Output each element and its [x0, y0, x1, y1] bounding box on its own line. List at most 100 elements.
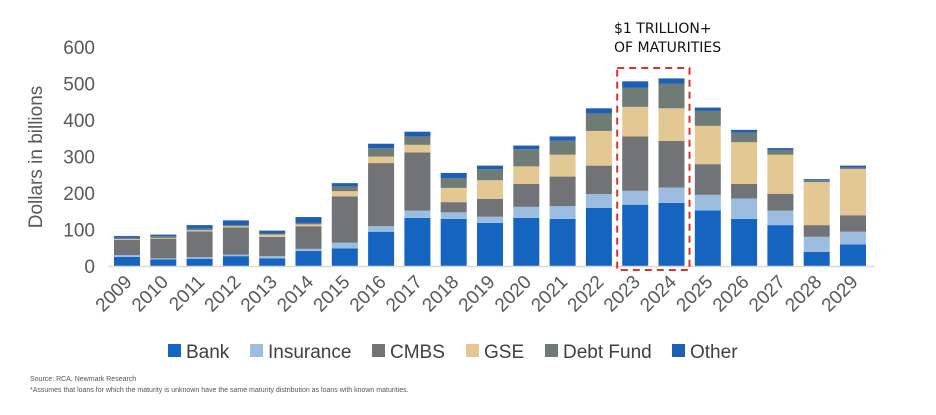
legend-swatch — [250, 344, 263, 357]
bar-segment-bank — [840, 244, 866, 266]
bar-segment-insurance — [694, 194, 721, 211]
bar-segment-other — [222, 220, 249, 226]
bar-segment-gse — [549, 154, 576, 177]
bar-segment-debt-fund — [331, 186, 358, 192]
x-tick-label: 2013 — [237, 272, 282, 317]
bar-segment-bank — [585, 207, 612, 266]
bar-segment-insurance — [331, 242, 358, 249]
bar-stack-2026 — [731, 129, 758, 266]
bar-segment-other — [513, 145, 540, 150]
bar-segment-cmbs — [150, 238, 177, 259]
bar-segment-gse — [404, 144, 431, 153]
bar-segment-other — [259, 230, 286, 234]
bar-stack-2015 — [331, 183, 358, 266]
y-axis-ticks: 0 100 200 300 400 500 600 — [63, 38, 95, 278]
x-tick-label: 2029 — [818, 272, 863, 317]
bar-segment-debt-fund — [767, 149, 794, 155]
bar-segment-debt-fund — [150, 236, 177, 238]
bar-segment-bank — [731, 218, 758, 266]
bar-segment-bank — [114, 256, 140, 266]
y-tick-label: 100 — [63, 221, 95, 242]
bar-segment-other — [368, 143, 395, 149]
bar-segment-cmbs — [622, 136, 649, 191]
bar-stack-2013 — [259, 230, 286, 266]
y-tick-label: 200 — [63, 184, 95, 205]
bar-segment-bank — [368, 231, 395, 266]
bar-segment-gse — [222, 226, 249, 228]
bar-segment-cmbs — [658, 140, 685, 188]
bar-segment-cmbs — [694, 164, 721, 195]
bar-segment-bank — [513, 217, 540, 266]
bar-segment-cmbs — [259, 236, 286, 257]
bar-segment-other — [477, 165, 503, 170]
bar-segment-bank — [150, 259, 177, 266]
annotation-line-2: OF MATURITIES — [614, 40, 721, 56]
bar-segment-other — [803, 179, 830, 181]
bar-segment-bank — [477, 222, 503, 266]
bar-segment-debt-fund — [622, 87, 649, 107]
bar-segment-cmbs — [731, 183, 758, 199]
y-tick-label: 600 — [63, 38, 95, 59]
x-tick-label: 2014 — [273, 271, 318, 316]
x-tick-label: 2011 — [165, 272, 209, 316]
bar-segment-other — [622, 81, 649, 88]
x-tick-label: 2019 — [455, 272, 500, 317]
bar-segment-cmbs — [440, 202, 467, 213]
bar-segment-bank — [694, 210, 721, 266]
bar-segment-other — [114, 236, 140, 238]
bar-stack-2016 — [368, 143, 395, 266]
x-tick-label: 2018 — [418, 272, 463, 317]
bar-segment-cmbs — [840, 215, 866, 232]
bar-segment-cmbs — [222, 227, 249, 255]
bar-segment-gse — [259, 234, 286, 237]
legend-label: Debt Fund — [563, 342, 652, 363]
bar-segment-bank — [658, 202, 685, 266]
bar-segment-debt-fund — [440, 178, 467, 188]
x-tick-label: 2015 — [310, 272, 355, 317]
x-tick-label: 2025 — [673, 272, 718, 317]
x-tick-label: 2024 — [636, 271, 681, 316]
maturities-annotation: $1 TRILLION+ OF MATURITIES — [614, 21, 721, 271]
bar-segment-bank — [549, 218, 576, 266]
x-tick-label: 2026 — [709, 272, 754, 317]
bar-segment-other — [840, 165, 866, 168]
bar-stack-2021 — [549, 136, 576, 266]
bar-stack-2023 — [622, 81, 649, 266]
bar-segment-other — [731, 129, 758, 133]
legend-item-cmbs: CMBS — [372, 342, 445, 363]
bar-segment-gse — [513, 166, 540, 184]
bar-segment-insurance — [840, 231, 866, 245]
bar-stack-2025 — [694, 107, 721, 266]
bar-segment-bank — [295, 251, 322, 266]
bar-segment-other — [440, 172, 467, 179]
footnote: *Assumes that loans for which the maturi… — [30, 387, 409, 394]
bar-stack-2027 — [767, 148, 794, 266]
bar-segment-cmbs — [513, 183, 540, 207]
bar-segment-debt-fund — [477, 169, 503, 181]
legend-label: Insurance — [268, 342, 351, 363]
bar-segment-cmbs — [477, 198, 503, 217]
legend-item-gse: GSE — [466, 342, 524, 363]
bar-segment-insurance — [658, 187, 685, 203]
bar-segment-gse — [331, 191, 358, 197]
legend-label: Other — [690, 342, 738, 363]
x-tick-label: 2028 — [781, 272, 826, 317]
bar-stack-2018 — [440, 172, 467, 266]
bar-segment-other — [186, 225, 213, 229]
legend-item-other: Other — [672, 342, 738, 363]
legend-swatch — [168, 344, 181, 357]
bar-segment-debt-fund — [731, 132, 758, 143]
bar-stack-2020 — [513, 145, 540, 266]
bar-segment-debt-fund — [404, 136, 431, 145]
bar-segment-insurance — [477, 216, 503, 223]
bar-segment-bank — [331, 248, 358, 266]
bar-segment-insurance — [585, 194, 612, 208]
x-tick-label: 2009 — [92, 272, 137, 317]
bar-segment-gse — [622, 106, 649, 137]
bar-segment-gse — [114, 238, 140, 240]
bar-segment-debt-fund — [694, 110, 721, 126]
bar-segment-insurance — [368, 226, 395, 232]
x-axis-ticks: 2009201020112012201320142015201620172018… — [92, 271, 863, 316]
bar-segment-debt-fund — [513, 149, 540, 167]
